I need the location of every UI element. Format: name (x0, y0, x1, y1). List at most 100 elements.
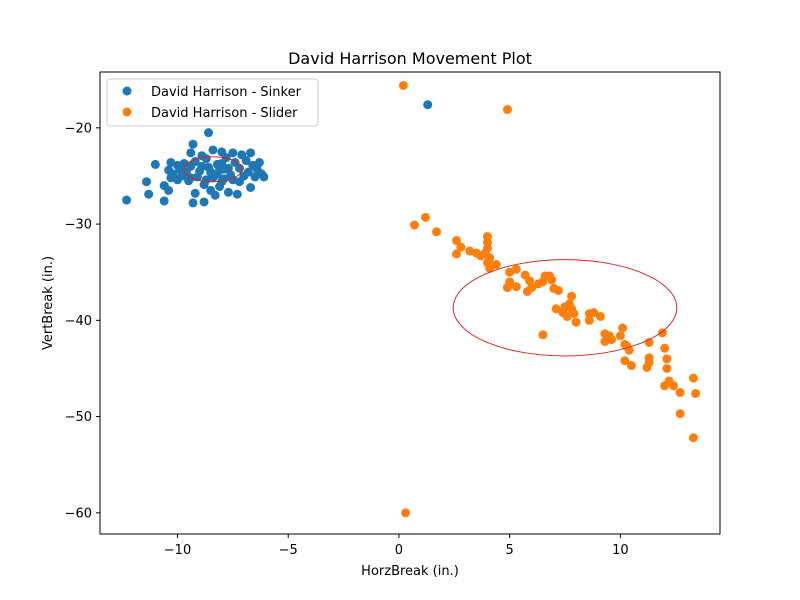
data-point (201, 154, 211, 164)
x-tick-label: −5 (279, 543, 298, 558)
data-point (223, 163, 233, 173)
data-point (547, 275, 557, 285)
data-point (642, 362, 652, 372)
y-axis-ticks: −20 −30 −40 −50 −60 (65, 121, 100, 521)
data-point (164, 185, 174, 195)
data-point (669, 381, 678, 391)
data-point (589, 308, 599, 318)
data-point (491, 260, 501, 269)
spread-ellipse (452, 259, 678, 357)
data-point (246, 183, 256, 192)
data-point (456, 242, 466, 252)
data-point (235, 163, 244, 173)
data-point (485, 263, 495, 273)
data-point (662, 363, 672, 373)
y-tick-label: −50 (65, 410, 92, 425)
data-point (259, 172, 269, 182)
data-point (401, 508, 411, 518)
data-point (569, 309, 579, 319)
data-point (228, 148, 238, 158)
x-axis-label: HorzBreak (in.) (361, 564, 459, 579)
data-point (620, 356, 630, 366)
data-point (421, 212, 430, 222)
series-1 (398, 80, 701, 518)
series-0 (122, 100, 433, 208)
x-tick-label: 5 (506, 543, 514, 558)
y-tick-label: −20 (65, 121, 92, 136)
data-point (432, 227, 442, 237)
data-point (122, 195, 132, 205)
data-point (452, 235, 461, 245)
data-point (595, 311, 605, 321)
spread-ellipses (183, 156, 678, 357)
data-point (201, 175, 211, 185)
legend-box (106, 78, 319, 127)
legend-marker-sinker (122, 86, 132, 96)
data-point (571, 317, 581, 327)
data-point (204, 128, 213, 138)
data-point (688, 433, 698, 443)
data-point (243, 167, 253, 177)
legend-label-slider: David Harrison - Slider (151, 106, 298, 121)
data-point (246, 148, 256, 158)
data-point (511, 264, 521, 274)
data-point (675, 388, 685, 398)
y-tick-label: −30 (65, 218, 92, 233)
data-point (190, 157, 200, 167)
x-tick-label: 0 (395, 543, 403, 558)
data-point (223, 187, 233, 197)
plot-background (100, 72, 720, 534)
data-point (159, 196, 169, 206)
data-point (188, 198, 198, 208)
data-point (235, 177, 244, 187)
y-tick-label: −40 (65, 314, 92, 329)
data-point (197, 161, 207, 171)
data-point (208, 145, 218, 155)
data-point (254, 157, 264, 167)
data-point (660, 343, 670, 353)
plot-frame (99, 71, 721, 535)
data-point (188, 139, 198, 149)
data-point (186, 148, 196, 158)
data-marks (122, 80, 701, 518)
data-point (551, 304, 561, 314)
data-point (657, 328, 667, 338)
data-point (626, 361, 636, 371)
data-point (210, 190, 220, 200)
data-point (618, 323, 628, 333)
legend-label-sinker: David Harrison - Sinker (151, 85, 302, 100)
data-point (219, 174, 229, 184)
data-point (538, 330, 548, 340)
x-tick-label: 10 (612, 543, 629, 558)
spread-ellipse (183, 156, 243, 183)
x-tick-label: −10 (164, 543, 191, 558)
y-tick-label: −60 (65, 506, 92, 521)
data-point (662, 354, 672, 364)
data-point (622, 341, 632, 351)
data-point (615, 331, 625, 341)
data-point (600, 337, 610, 346)
x-axis-ticks: −10 −5 0 5 10 (164, 534, 629, 558)
data-point (241, 156, 251, 166)
data-point (511, 282, 521, 292)
data-point (691, 388, 701, 398)
data-point (675, 409, 685, 419)
data-point (502, 105, 512, 115)
data-point (660, 381, 670, 391)
data-point (232, 189, 242, 199)
data-point (144, 189, 154, 199)
chart-title: David Harrison Movement Plot (288, 49, 532, 68)
legend-marker-slider (122, 107, 132, 117)
data-point (190, 188, 200, 198)
data-point (142, 177, 151, 187)
data-point (398, 80, 408, 90)
data-point (553, 285, 563, 295)
data-point (217, 158, 227, 168)
data-point (567, 291, 577, 301)
data-point (150, 159, 160, 169)
data-point (522, 286, 532, 296)
data-point (452, 249, 461, 259)
data-point (423, 100, 433, 110)
y-axis-label: VertBreak (in.) (41, 256, 56, 350)
data-point (502, 283, 512, 293)
